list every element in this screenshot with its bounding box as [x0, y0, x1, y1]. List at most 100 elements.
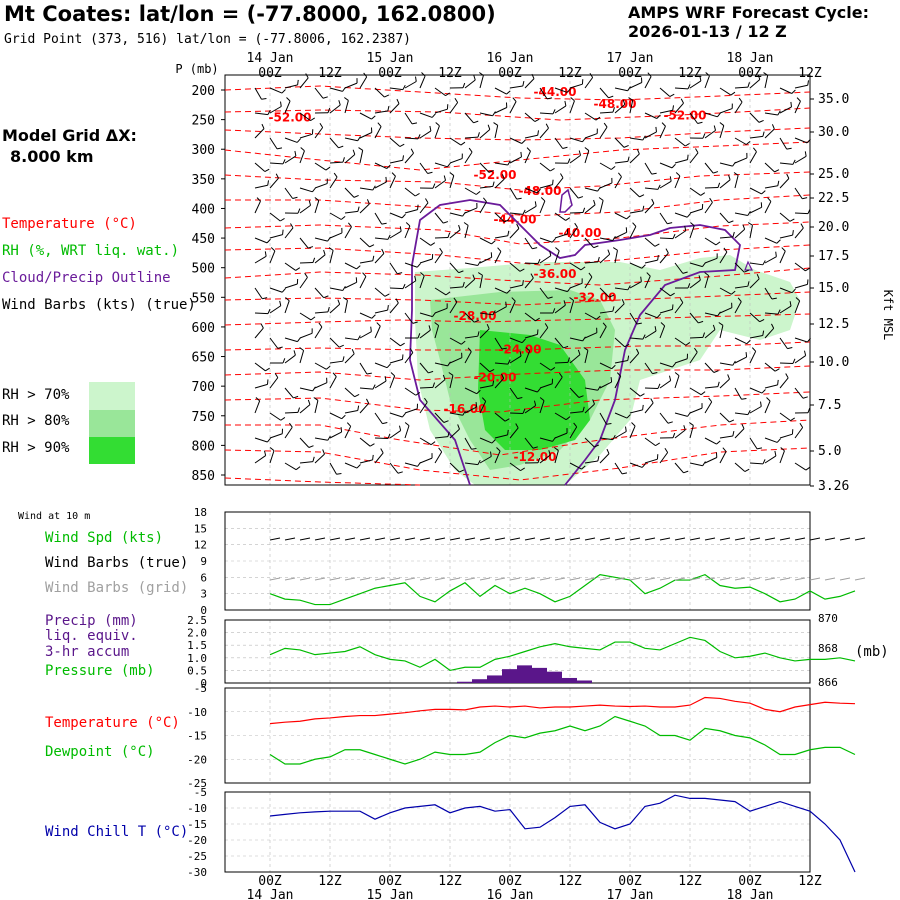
wind-barb-flag	[340, 215, 346, 220]
grid-wind-barb	[554, 577, 566, 581]
wind-barb-flag	[384, 293, 390, 297]
wind-barb-flag	[554, 447, 559, 451]
wind-barb	[509, 101, 517, 114]
grid-wind-barb	[524, 577, 536, 581]
wind-barb	[764, 455, 777, 464]
wind-barb	[434, 87, 446, 97]
wind-barb-flag	[384, 376, 387, 382]
wind-barb-flag	[756, 447, 763, 450]
surface-wind-barb	[749, 537, 761, 541]
grid-wind-barb	[749, 577, 761, 581]
grid-wind-barb	[329, 577, 341, 581]
grid-wind-barb	[434, 577, 446, 581]
wind-barb	[479, 362, 490, 373]
wind-barb	[659, 412, 669, 424]
wind-barb-flag	[395, 298, 399, 304]
wind-barb-flag	[539, 397, 545, 402]
wind-barb	[389, 87, 403, 91]
wind-barb-flag	[387, 433, 391, 439]
wind-barb	[599, 326, 607, 339]
wind-barb-flag	[702, 461, 706, 466]
wind-barb	[794, 84, 808, 89]
wind-barb-flag	[319, 123, 324, 128]
wind-barb-flag	[299, 347, 304, 351]
wind-barb-flag	[777, 379, 779, 385]
rh70-swatch	[89, 382, 135, 410]
wind-barb	[254, 201, 261, 214]
wind-barb	[389, 337, 401, 347]
wind-barb	[629, 353, 640, 364]
wind-barb-flag	[285, 297, 290, 302]
wind-barb	[464, 351, 472, 364]
pressure-tick-label: 300	[192, 143, 215, 158]
grid-wind-barb	[614, 577, 626, 581]
wind-barb	[254, 162, 266, 172]
wind-barb-flag	[733, 172, 739, 176]
wind-barb-flag	[445, 92, 450, 97]
wind-barb	[599, 310, 613, 314]
wind-barb-flag	[550, 367, 556, 371]
wind-barb-flag	[672, 105, 675, 111]
wind-barb-flag	[746, 339, 751, 345]
wind-barb	[449, 102, 459, 114]
surface-wind-barb	[269, 537, 281, 541]
wind-barb-flag	[573, 422, 578, 428]
grid-wind-barb	[719, 577, 731, 581]
wind-barb-flag	[627, 355, 630, 361]
wind-barb	[794, 137, 808, 144]
grid-wind-barb	[734, 577, 746, 581]
temperature-contour	[225, 419, 811, 456]
wind-barb-flag	[532, 247, 538, 250]
wind-barb	[614, 137, 625, 148]
wind-barb	[734, 387, 742, 400]
cloud-outline-small	[559, 188, 573, 213]
temperature-label: Temperature (°C)	[45, 715, 180, 731]
wind-barb-flag	[741, 398, 747, 400]
wind-barb-flag	[266, 238, 271, 244]
wind-barb	[719, 378, 730, 389]
wind-barb	[299, 387, 313, 392]
wind-barb	[449, 375, 454, 389]
wind-barb	[749, 387, 763, 394]
wind-barb	[404, 408, 418, 414]
wind-barb	[689, 152, 699, 164]
wind-barb-flag	[705, 72, 710, 77]
temperature-contour	[224, 447, 811, 481]
wind-barb	[329, 250, 334, 264]
wind-barb-flag	[698, 275, 701, 281]
wind-barb	[329, 287, 343, 291]
wind-barb	[509, 85, 523, 89]
wind-barb-flag	[582, 137, 586, 143]
wind-barb-flag	[267, 109, 271, 115]
pressure-unit-label: (mb)	[855, 644, 889, 660]
temperature-contour	[224, 171, 811, 191]
wind-barb	[629, 409, 643, 414]
wind-barb-flag	[507, 429, 509, 435]
time-date-label-top: 16 Jan	[487, 51, 534, 66]
wind-barb-flag	[372, 454, 374, 460]
wind-barb-flag	[457, 424, 460, 430]
precip-bar	[487, 675, 502, 683]
wind-barb-flag	[501, 373, 505, 379]
wind-barb	[479, 237, 492, 245]
wind-barb-flag	[774, 450, 777, 457]
wind-barb-flag	[381, 222, 387, 225]
wind-barb-flag	[566, 88, 571, 93]
wind-barb	[749, 335, 763, 339]
wind-barb-flag	[269, 447, 275, 452]
wind-barb	[704, 75, 710, 89]
temperature-contour	[224, 291, 811, 306]
wind-barb	[449, 229, 461, 239]
wind-barb-flag	[377, 122, 382, 127]
wind-barb	[554, 212, 566, 221]
wind-barb	[524, 78, 535, 89]
wind-barb	[764, 112, 778, 116]
wind-barb	[629, 281, 642, 289]
wind-barb-flag	[522, 80, 525, 87]
wind-barb	[329, 176, 338, 189]
wind-barb	[584, 460, 598, 464]
wind-barb	[599, 381, 612, 389]
wind-barb	[404, 387, 417, 396]
wind-barb	[419, 437, 432, 446]
wind-barb	[389, 159, 403, 164]
